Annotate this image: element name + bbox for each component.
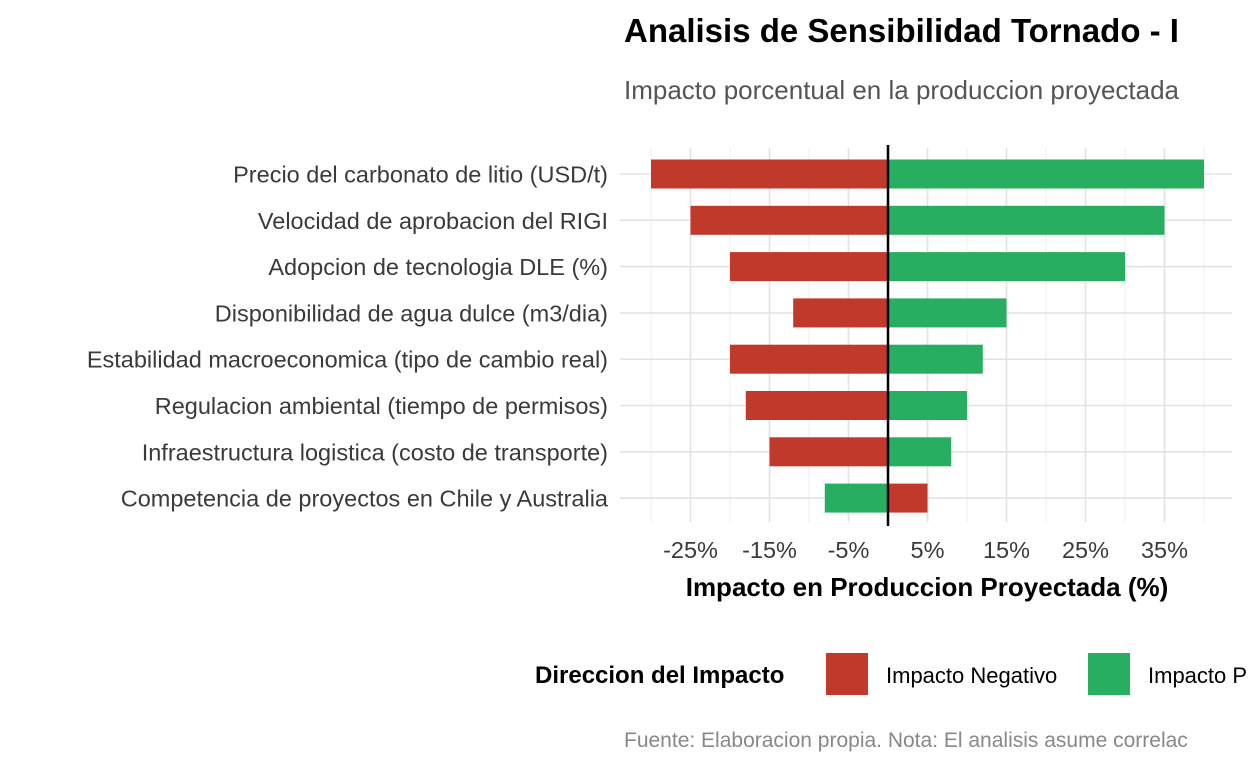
bar-positive-6 bbox=[888, 437, 952, 467]
category-label-2: Adopcion de tecnologia DLE (%) bbox=[268, 254, 608, 280]
bar-positive-5 bbox=[888, 391, 967, 420]
x-axis-title: Impacto en Produccion Proyectada (%) bbox=[686, 572, 1169, 602]
category-label-6: Infraestructura logistica (costo de tran… bbox=[142, 439, 608, 465]
legend-swatch-negative bbox=[826, 653, 868, 695]
x-tick-label-5: 25% bbox=[1062, 537, 1109, 563]
x-tick-label-1: -15% bbox=[742, 537, 797, 563]
legend-swatch-positive bbox=[1088, 653, 1130, 695]
x-tick-label-3: 5% bbox=[911, 537, 945, 563]
bar-positive-4 bbox=[888, 344, 983, 374]
category-label-4: Estabilidad macroeconomica (tipo de camb… bbox=[87, 347, 608, 373]
bar-positive-7 bbox=[824, 483, 888, 513]
bar-negative-2 bbox=[730, 252, 888, 282]
chart-title: Analisis de Sensibilidad Tornado - I bbox=[624, 12, 1179, 49]
bar-negative-1 bbox=[690, 205, 888, 235]
category-label-7: Competencia de proyectos en Chile y Aust… bbox=[121, 486, 609, 512]
category-label-5: Regulacion ambiental (tiempo de permisos… bbox=[155, 393, 608, 419]
x-tick-label-2: -5% bbox=[828, 537, 870, 563]
bar-negative-4 bbox=[730, 344, 888, 374]
bar-positive-3 bbox=[888, 298, 1007, 328]
category-labels: Precio del carbonato de litio (USD/t) Vel… bbox=[87, 162, 609, 512]
chart-caption: Fuente: Elaboracion propia. Nota: El ana… bbox=[624, 729, 1188, 752]
chart-subtitle: Impacto porcentual en la produccion proy… bbox=[624, 75, 1180, 105]
bar-positive-1 bbox=[888, 205, 1165, 235]
bar-positive-2 bbox=[888, 252, 1125, 282]
category-label-3: Disponibilidad de agua dulce (m3/dia) bbox=[215, 300, 608, 326]
x-tick-label-6: 35% bbox=[1141, 537, 1188, 563]
legend: Direccion del Impacto Impacto Negativo I… bbox=[535, 653, 1247, 695]
bars bbox=[651, 159, 1204, 513]
bar-negative-3 bbox=[793, 298, 888, 328]
bar-negative-5 bbox=[745, 391, 888, 420]
legend-title: Direccion del Impacto bbox=[535, 662, 784, 689]
category-label-1: Velocidad de aprobacion del RIGI bbox=[258, 208, 608, 234]
category-label-0: Precio del carbonato de litio (USD/t) bbox=[233, 162, 608, 188]
legend-label-positive: Impacto P bbox=[1148, 663, 1247, 688]
bar-negative-6 bbox=[769, 437, 888, 467]
bar-negative-0 bbox=[651, 159, 888, 189]
bar-positive-0 bbox=[888, 159, 1204, 189]
x-tick-labels: -25% -15% -5% 5% 15% 25% 35% bbox=[663, 537, 1188, 563]
x-tick-label-0: -25% bbox=[663, 537, 718, 563]
bar-negative-7 bbox=[888, 483, 928, 513]
legend-label-negative: Impacto Negativo bbox=[886, 663, 1057, 688]
x-tick-label-4: 15% bbox=[983, 537, 1030, 563]
